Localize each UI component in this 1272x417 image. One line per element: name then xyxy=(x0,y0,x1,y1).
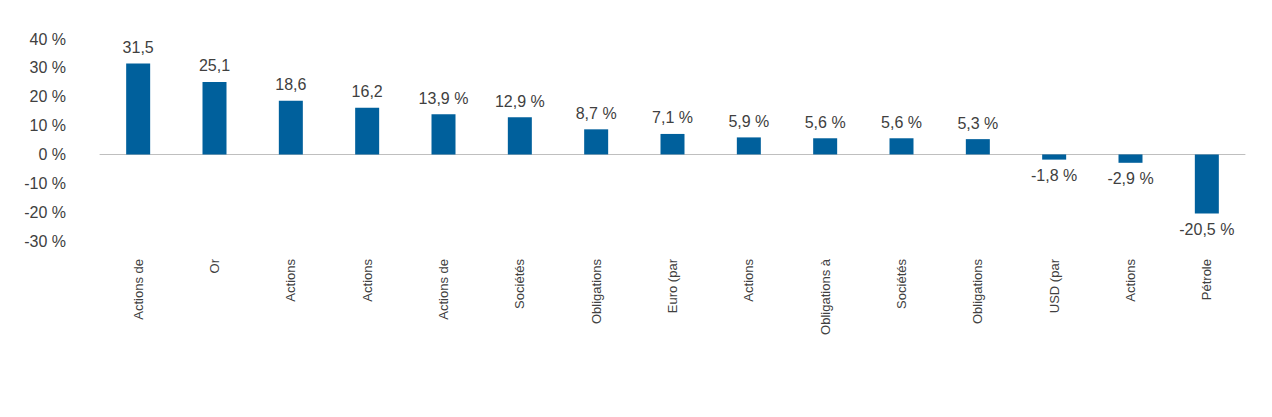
svg-text:Actions: Actions xyxy=(360,259,375,302)
svg-text:40 %: 40 % xyxy=(30,31,66,48)
svg-text:5,9 %: 5,9 % xyxy=(728,113,769,130)
svg-text:5,6 %: 5,6 % xyxy=(805,114,846,131)
svg-text:0 %: 0 % xyxy=(38,146,66,163)
svg-text:25,1: 25,1 xyxy=(199,57,230,74)
svg-text:Actions de: Actions de xyxy=(131,259,146,320)
svg-text:Actions de: Actions de xyxy=(436,259,451,320)
svg-text:Obligations à: Obligations à xyxy=(818,258,833,335)
svg-text:Obligations: Obligations xyxy=(970,259,985,325)
svg-text:Actions: Actions xyxy=(741,259,756,302)
svg-text:Actions: Actions xyxy=(1123,259,1138,302)
svg-text:16,2: 16,2 xyxy=(352,83,383,100)
svg-text:7,1 %: 7,1 % xyxy=(652,109,693,126)
svg-text:Sociétés: Sociétés xyxy=(894,259,909,309)
svg-text:30 %: 30 % xyxy=(30,59,66,76)
svg-text:18,6: 18,6 xyxy=(275,76,306,93)
svg-text:12,9 %: 12,9 % xyxy=(495,93,545,110)
svg-text:8,7 %: 8,7 % xyxy=(576,105,617,122)
svg-text:Obligations: Obligations xyxy=(589,259,604,325)
svg-text:13,9 %: 13,9 % xyxy=(419,90,469,107)
svg-text:-10 %: -10 % xyxy=(24,175,66,192)
svg-text:31,5: 31,5 xyxy=(123,39,154,56)
svg-text:-30 %: -30 % xyxy=(24,233,66,250)
svg-text:Or: Or xyxy=(207,258,222,273)
svg-text:10 %: 10 % xyxy=(30,117,66,134)
svg-text:Euro (par: Euro (par xyxy=(665,258,680,313)
svg-text:Sociétés: Sociétés xyxy=(512,259,527,309)
svg-text:USD (par: USD (par xyxy=(1047,258,1062,313)
svg-text:20 %: 20 % xyxy=(30,88,66,105)
svg-text:-2,9 %: -2,9 % xyxy=(1107,170,1153,187)
svg-text:-1,8 %: -1,8 % xyxy=(1031,167,1077,184)
svg-text:5,6 %: 5,6 % xyxy=(881,114,922,131)
svg-text:Actions: Actions xyxy=(283,259,298,302)
svg-text:-20,5 %: -20,5 % xyxy=(1179,221,1234,238)
svg-text:-20 %: -20 % xyxy=(24,204,66,221)
svg-text:Pétrole: Pétrole xyxy=(1199,259,1214,300)
svg-text:5,3 %: 5,3 % xyxy=(957,115,998,132)
